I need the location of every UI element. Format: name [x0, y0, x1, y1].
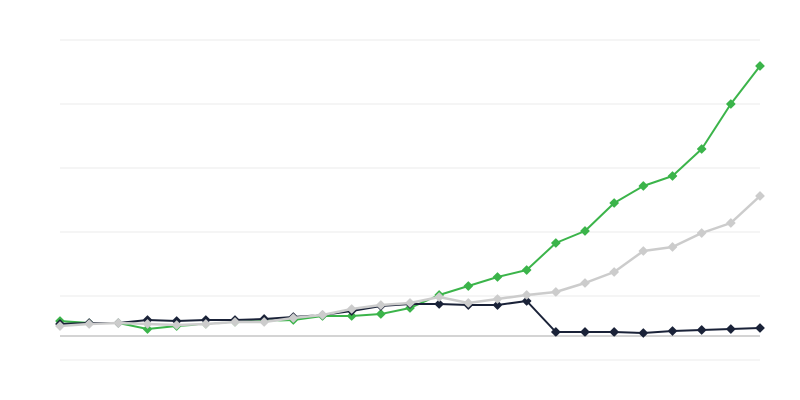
data-point-series-3 [609, 267, 619, 277]
data-point-series-1 [551, 238, 561, 248]
data-point-series-3 [317, 310, 328, 320]
data-point-series-3 [667, 242, 678, 252]
data-point-series-3 [638, 246, 649, 256]
data-point-series-3 [171, 320, 182, 330]
series-line-1 [59, 65, 761, 330]
data-point-series-1 [755, 61, 765, 71]
data-point-series-3 [405, 298, 415, 308]
data-point-series-1 [346, 311, 357, 321]
data-point-series-2 [580, 327, 590, 337]
data-point-series-3 [551, 287, 561, 297]
data-point-series-3 [755, 191, 765, 201]
data-point-series-1 [376, 309, 386, 319]
data-point-series-2 [521, 296, 532, 306]
data-point-series-3 [288, 313, 299, 323]
data-point-series-1 [726, 99, 736, 109]
data-point-series-1 [463, 281, 474, 291]
data-point-series-2 [551, 327, 561, 337]
data-point-series-3 [84, 319, 94, 329]
data-point-series-2 [667, 326, 678, 336]
data-point-series-3 [113, 318, 124, 328]
data-point-series-2 [726, 324, 736, 334]
data-point-series-3 [346, 304, 357, 314]
data-point-series-1 [580, 226, 590, 236]
data-point-series-2 [609, 327, 619, 337]
data-point-series-3 [259, 317, 269, 327]
data-point-series-3 [580, 278, 590, 288]
data-point-series-3 [521, 290, 532, 300]
data-point-series-3 [726, 218, 736, 228]
data-point-series-2 [638, 328, 649, 338]
data-point-series-1 [142, 324, 153, 334]
data-point-series-2 [755, 323, 765, 333]
data-point-series-1 [609, 198, 619, 208]
data-point-series-3 [434, 292, 444, 302]
data-point-series-3 [376, 300, 386, 310]
data-point-series-3 [463, 298, 474, 308]
data-point-series-1 [492, 272, 503, 282]
data-point-series-1 [521, 265, 532, 275]
data-point-series-1 [638, 181, 649, 191]
data-point-series-2 [492, 300, 503, 310]
data-point-series-1 [696, 144, 707, 154]
data-point-series-3 [142, 319, 153, 329]
data-point-series-3 [492, 294, 503, 304]
data-point-series-3 [55, 321, 65, 331]
data-point-series-3 [230, 317, 240, 327]
data-point-series-3 [201, 319, 211, 329]
data-point-series-1 [667, 171, 678, 181]
data-point-series-3 [696, 228, 707, 238]
data-point-series-2 [696, 325, 707, 335]
data-point-series-2 [434, 299, 444, 309]
